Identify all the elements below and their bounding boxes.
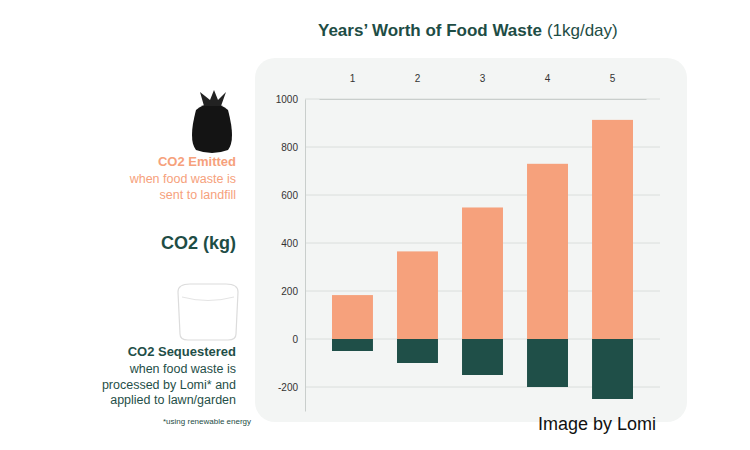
bar (397, 339, 438, 363)
y-tick: 600 (281, 190, 305, 201)
x-axis-line (320, 99, 647, 100)
y-tick: 800 (281, 142, 305, 153)
title-main: Years’ Worth of Food Waste (318, 21, 542, 40)
y-tick: 200 (281, 286, 305, 297)
bar (527, 164, 568, 339)
y-tick-label: -200 (278, 382, 298, 393)
y-tick: 400 (281, 238, 305, 249)
bar (332, 295, 373, 339)
y-tick-label: 800 (281, 142, 298, 153)
y-tick-label: 1000 (276, 94, 299, 105)
legend-description: when food waste is sent to landfill (129, 172, 236, 202)
bar (592, 120, 633, 339)
title: Years’ Worth of Food Waste (1kg/day) (318, 21, 618, 40)
legend-description: when food waste is processed by Lomi* and… (102, 362, 236, 407)
y-axis-title: CO2 (kg) (161, 233, 236, 253)
x-tick: 2 (415, 73, 421, 84)
credit: Image by Lomi (538, 414, 656, 434)
legend-label: CO2 Emitted (158, 154, 236, 169)
panel-background (255, 58, 687, 422)
y-tick-label: 0 (292, 334, 298, 345)
y-tick-label: 200 (281, 286, 298, 297)
bar (462, 339, 503, 375)
x-tick-label: 1 (350, 73, 356, 84)
y-axis: -200 0 200 400 600 800 1000 (276, 94, 306, 412)
y-tick-label: 600 (281, 190, 298, 201)
title-unit: (1kg/day) (547, 21, 618, 40)
bag-tie (200, 90, 226, 106)
x-tick-label: 4 (545, 73, 551, 84)
x-tick-label: 2 (415, 73, 421, 84)
x-axis: 1 2 3 4 5 (320, 73, 647, 100)
device-body (178, 284, 238, 340)
bar (592, 339, 633, 399)
bar (462, 207, 503, 339)
bar (332, 339, 373, 351)
bar (397, 251, 438, 339)
legend-icon-bag (192, 90, 232, 153)
x-tick: 5 (610, 73, 616, 84)
bar (527, 339, 568, 387)
x-tick-label: 5 (610, 73, 616, 84)
x-tick: 1 (350, 73, 356, 84)
x-tick-label: 3 (480, 73, 486, 84)
x-tick: 4 (545, 73, 551, 84)
text-line: processed by Lomi* and (102, 378, 236, 392)
text-line: when food waste is (129, 362, 236, 376)
footnote: *using renewable energy (163, 417, 251, 426)
legend-label: CO2 Sequestered (128, 344, 236, 359)
text-line: applied to lawn/garden (110, 393, 236, 407)
y-tick: 1000 (276, 94, 305, 105)
device-lid (182, 297, 234, 301)
y-axis-line (305, 100, 306, 412)
y-tick: 0 (292, 334, 305, 345)
x-tick: 3 (480, 73, 486, 84)
grid-line (305, 99, 660, 100)
y-tick-label: 400 (281, 238, 298, 249)
legend-icon-device (178, 284, 238, 340)
y-tick: -200 (278, 382, 305, 393)
text-line: sent to landfill (160, 188, 236, 202)
chart: Years’ Worth of Food Waste (1kg/day) -200 0… (0, 0, 750, 450)
bars (332, 120, 633, 399)
bag-body (192, 104, 232, 153)
legend: CO2 Emitted when food waste is sent to lan… (102, 90, 238, 407)
text-line: when food waste is (129, 172, 236, 186)
